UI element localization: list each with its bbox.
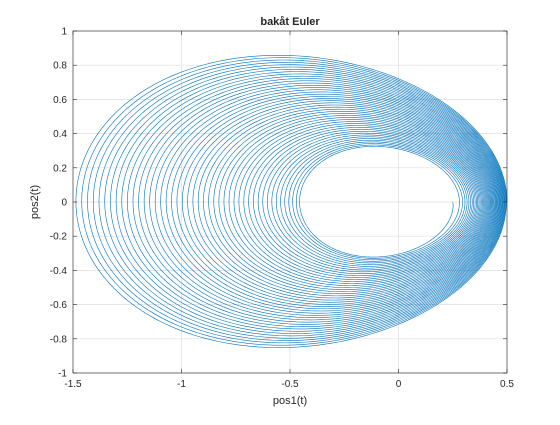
y-axis-label: pos2(t) [29, 185, 41, 219]
x-tick-label: -1.5 [64, 379, 82, 390]
y-tick-label: -0.4 [50, 266, 68, 277]
y-tick-label: -1 [58, 369, 67, 380]
y-tick-label: 1 [61, 27, 67, 38]
chart-title: bakåt Euler [260, 16, 320, 28]
x-axis-label: pos1(t) [273, 395, 307, 407]
y-tick-label: 0.8 [53, 61, 67, 72]
y-tick-label: 0.6 [53, 95, 67, 106]
x-tick-label: -0.5 [281, 379, 299, 390]
y-tick-label: -0.6 [50, 300, 68, 311]
x-tick-label: 0.5 [500, 379, 514, 390]
y-tick-label: 0.2 [53, 163, 67, 174]
data-series [75, 54, 508, 348]
ticks: -1.5 -1 -0.5 0 0.5-1-0.8-0.6-0.4-0.200.20.40… [50, 27, 515, 391]
y-tick-label: -0.2 [50, 232, 68, 243]
trajectory-line [75, 54, 508, 348]
x-tick-label: 0 [396, 379, 402, 390]
x-tick-label: -1 [177, 379, 186, 390]
y-tick-label: 0 [61, 198, 67, 209]
y-tick-label: -0.8 [50, 334, 68, 345]
y-tick-label: 0.4 [53, 129, 67, 140]
